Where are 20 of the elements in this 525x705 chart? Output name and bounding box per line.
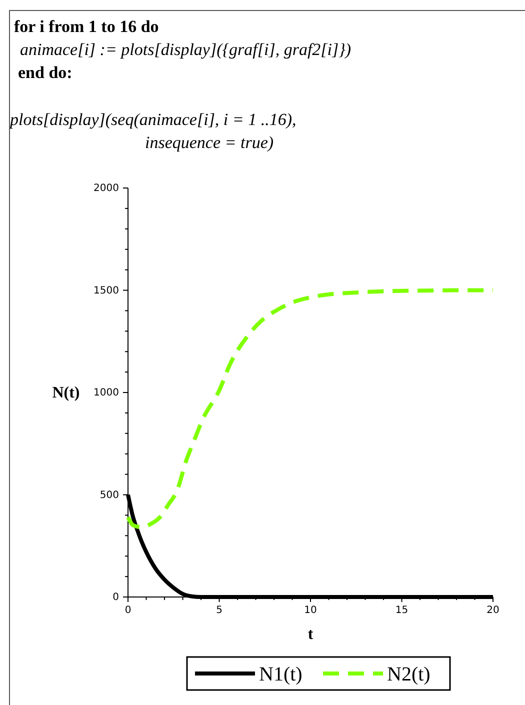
text: insequence = true)	[145, 133, 274, 152]
line-series	[126, 288, 495, 530]
x-tick-label: 10	[304, 605, 317, 616]
text: plots[display](seq(animace[i], i = 1 ..16),	[9, 110, 296, 129]
x-tick-label: 15	[395, 605, 408, 616]
text: for i from 1 to 16 do	[14, 17, 159, 36]
x-tick-label: 5	[216, 605, 222, 616]
y-tick-label: 1500	[94, 285, 119, 296]
y-tick-label: 0	[112, 592, 119, 604]
text: end do:	[18, 63, 72, 82]
y-tick-label: 500	[100, 490, 119, 501]
x-tick-label: 0	[124, 605, 132, 616]
y-tick-label: 1000	[94, 388, 119, 399]
y-axis-title: N(t)	[52, 384, 80, 402]
text: animace[i] := plots[display]({graf[i], graf2[i]})	[20, 40, 352, 59]
legend-label: N2(t)	[387, 664, 430, 686]
x-tick-label: 20	[486, 605, 500, 616]
y-tick-label: 2000	[94, 183, 119, 194]
x-axis-title: t	[308, 626, 314, 643]
legend-label: N1(t)	[259, 664, 302, 686]
